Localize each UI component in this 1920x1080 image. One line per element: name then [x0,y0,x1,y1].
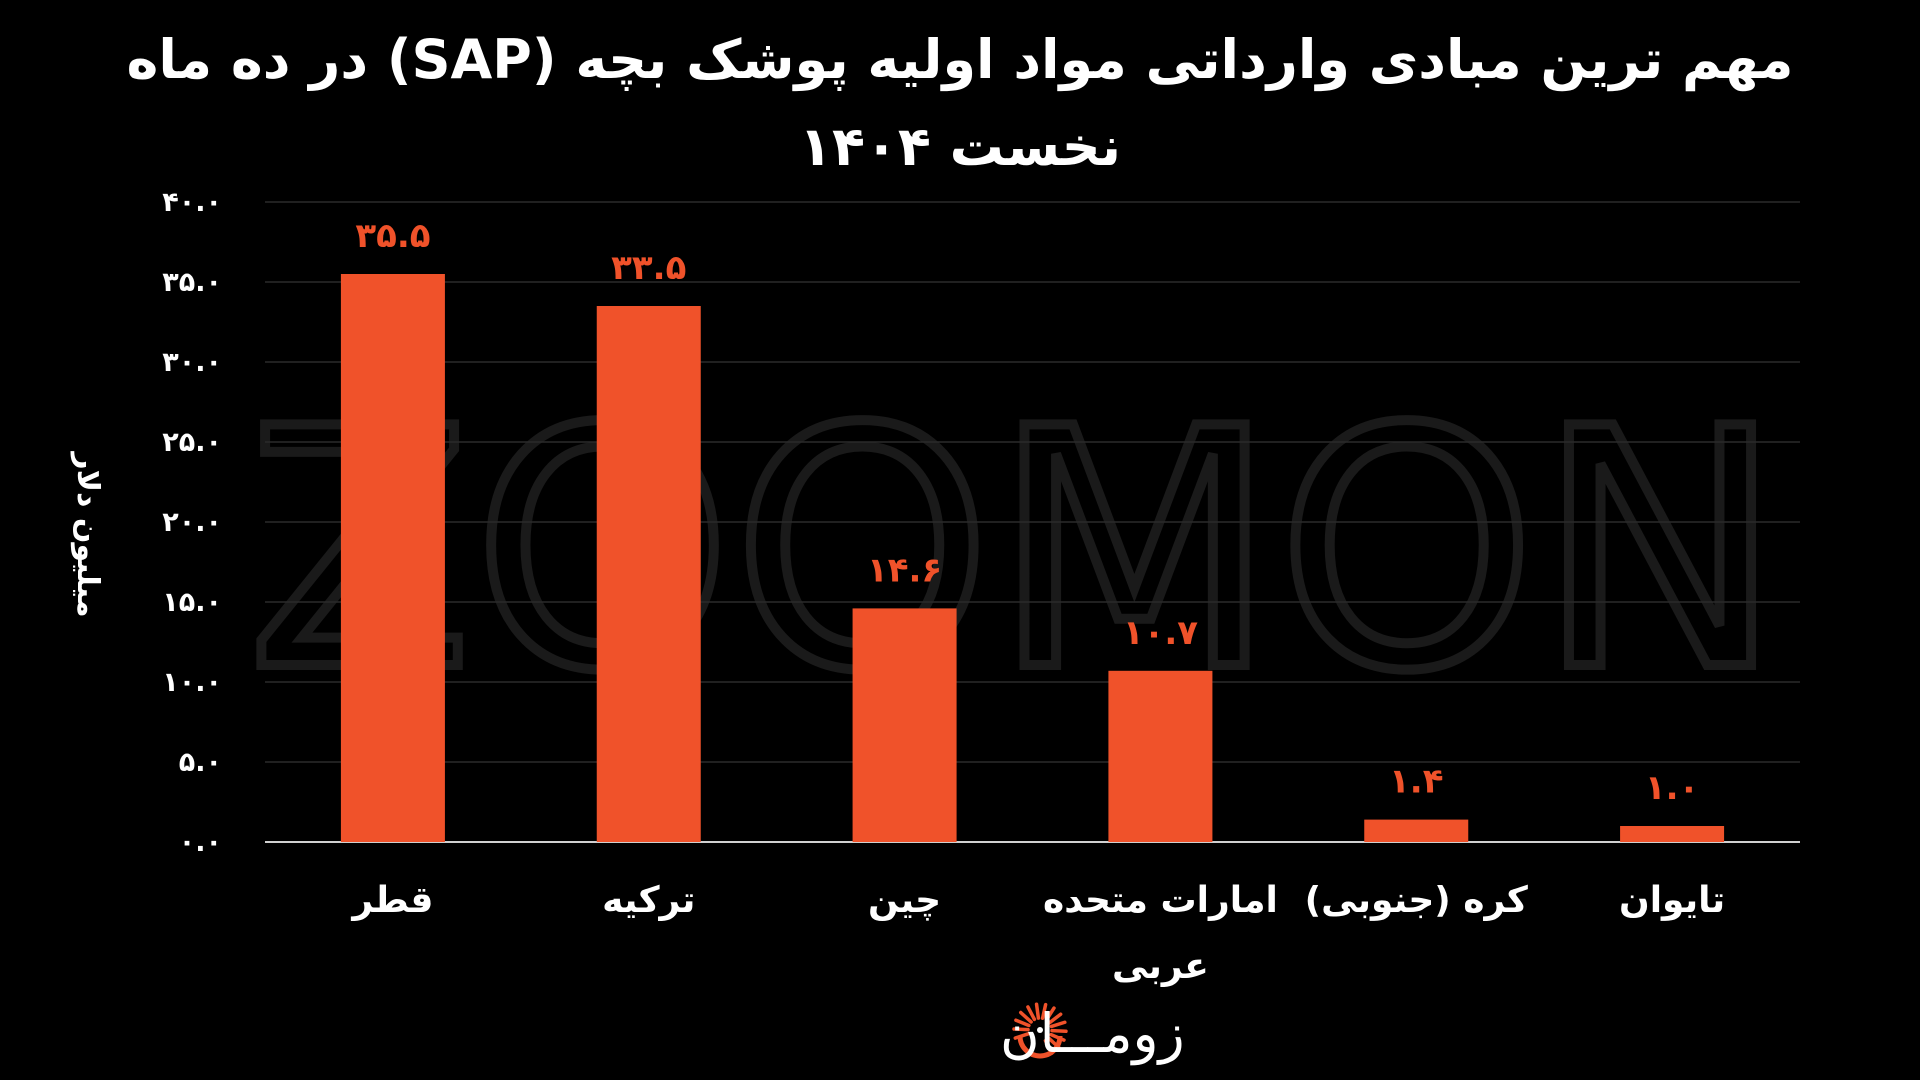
y-tick-label: ۵.۰ [179,747,222,778]
category-labels: قطر ترکیه چین امارات متحده عربی کره (جنوبی) تا… [350,880,1725,987]
logo-ray [1026,1005,1037,1022]
y-tick-label: ۳۵.۰ [162,267,222,298]
bar [1108,670,1213,842]
bar [1364,819,1469,842]
data-label: ۱۴.۶ [867,550,942,590]
y-tick-label: ۴۰.۰ [162,187,222,218]
logo-ray [1013,1031,1031,1040]
logo-dot [1037,1027,1043,1033]
value-labels: ۳۵.۵ ۳۳.۵ ۱۴.۶ ۱۰.۷ ۱.۴ ۱.۰ [355,216,1699,808]
y-tick-label: ۰.۰ [179,827,222,858]
category-label: امارات متحده [1043,880,1278,921]
sunburst-logo-icon [1012,1002,1068,1059]
bar [852,608,957,842]
chart-title-line-2: نخست ۱۴۰۴ [799,115,1121,178]
logo-ray [1040,1002,1048,1021]
y-tick-label: ۱۰.۰ [162,667,222,698]
category-label: قطر [350,880,433,921]
data-label: ۳۵.۵ [355,216,430,256]
logo-arc [1017,1035,1063,1059]
data-label: ۱۰.۷ [1123,613,1198,653]
bar [1620,826,1725,842]
bar [596,306,701,842]
chart-title-line-1: مهم ترین مبادی وارداتی مواد اولیه پوشک ب… [127,28,1794,91]
category-label: کره (جنوبی) [1305,880,1528,921]
y-axis-label: میلیون دلار [70,450,105,617]
logo-ray [1044,1006,1056,1022]
logo-wordmark: زومـــان [1000,1002,1185,1065]
data-label: ۱.۰ [1645,768,1699,808]
category-label: ترکیه [602,880,695,921]
logo-ray [1014,1018,1031,1028]
category-label: تایوان [1619,880,1725,921]
y-axis-ticks: ۰.۰ ۵.۰ ۱۰.۰ ۱۵.۰ ۲۰.۰ ۲۵.۰ ۳۰.۰ ۳۵.۰ ۴۰.۰ [162,187,222,858]
y-tick-label: ۲۰.۰ [162,507,222,538]
zoomon-watermark: ZOOMON [247,359,1784,743]
logo-ray [1049,1020,1067,1029]
watermark-layer: ZOOMON [242,354,1789,748]
category-label: چین [868,880,941,921]
category-label: عربی [1112,946,1209,987]
bars [340,274,1725,842]
y-tick-label: ۳۰.۰ [162,347,222,378]
logo-ray [1018,1010,1033,1024]
logo-ray [1050,1028,1068,1034]
logo-ray [1034,1002,1041,1020]
data-label: ۳۳.۵ [611,248,686,288]
y-tick-label: ۱۵.۰ [162,587,222,618]
bar [340,274,445,842]
gridlines [265,201,1800,843]
logo-ray [1047,1012,1063,1025]
y-tick-label: ۲۵.۰ [162,427,222,458]
zooman-logo: زومـــان [1000,1002,1185,1065]
logo-ray [1012,1027,1030,1032]
data-label: ۱.۴ [1389,762,1443,802]
